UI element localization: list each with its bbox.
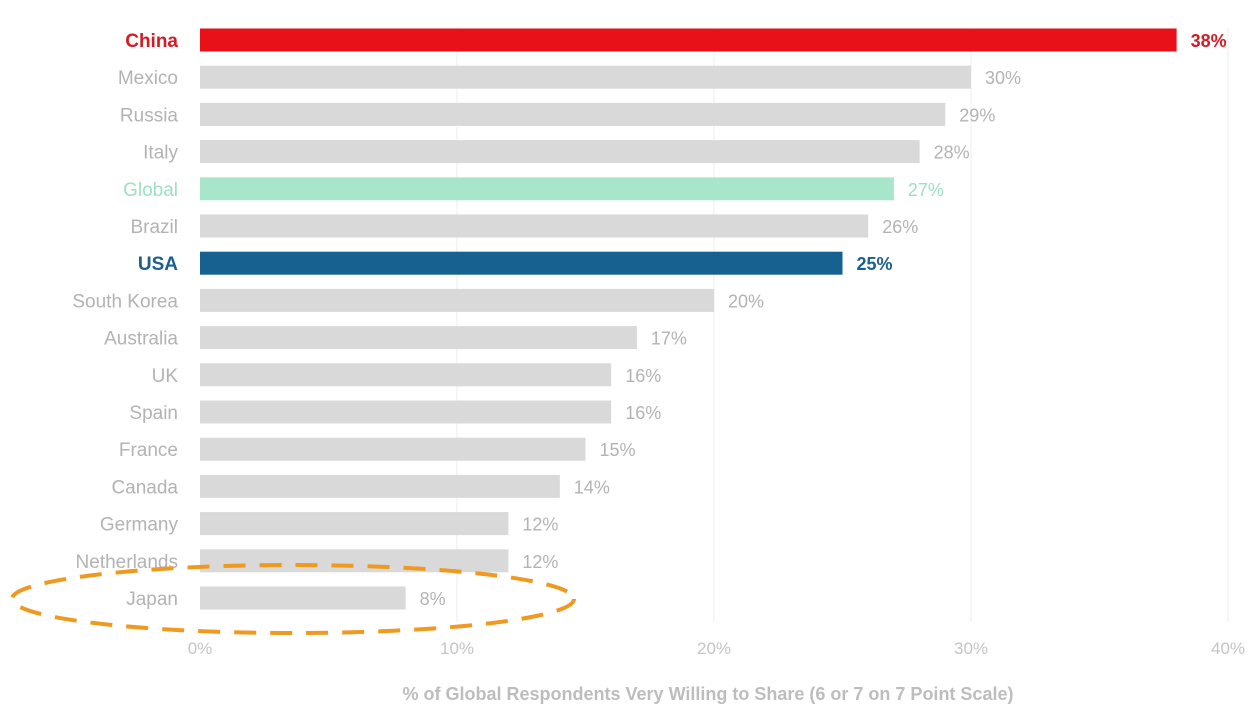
value-labels: 38% 30% 29% 28% 27% 26% 25% 20% 17% 16% 16% 15% 14% 1… [420, 31, 1227, 609]
value-label-china: 38% [1191, 31, 1227, 51]
bar-global [200, 177, 894, 201]
category-label-canada: Canada [111, 477, 178, 498]
x-tick-label-10: 10% [440, 639, 474, 658]
value-label-netherlands: 12% [522, 552, 558, 572]
bar-netherlands [200, 549, 509, 573]
category-label-japan: Japan [126, 589, 178, 610]
bar-usa [200, 251, 843, 275]
category-label-russia: Russia [120, 105, 179, 126]
value-label-australia: 17% [651, 329, 687, 349]
category-label-italy: Italy [143, 143, 178, 164]
category-label-china: China [125, 31, 178, 52]
category-label-netherlands: Netherlands [76, 552, 178, 573]
x-tick-label-40: 40% [1211, 639, 1245, 658]
value-label-brazil: 26% [882, 217, 918, 237]
bar-spain [200, 400, 612, 424]
category-label-germany: Germany [100, 515, 179, 536]
value-label-canada: 14% [574, 477, 610, 497]
category-label-mexico: Mexico [118, 68, 178, 89]
x-axis-ticks: 0% 10% 20% 30% 40% [188, 639, 1245, 658]
bar-china [200, 28, 1177, 52]
category-label-uk: UK [152, 366, 179, 387]
bar-brazil [200, 214, 869, 238]
category-label-australia: Australia [104, 329, 178, 350]
value-label-italy: 28% [934, 143, 970, 163]
value-label-usa: 25% [857, 254, 893, 274]
bar-mexico [200, 65, 971, 89]
bar-russia [200, 102, 946, 126]
value-label-uk: 16% [625, 366, 661, 386]
value-label-france: 15% [600, 440, 636, 460]
bar-south-korea [200, 288, 714, 312]
x-tick-label-30: 30% [954, 639, 988, 658]
category-labels: China Mexico Russia Italy Global Brazil USA Sou… [72, 31, 178, 610]
bar-canada [200, 474, 560, 498]
value-label-south-korea: 20% [728, 291, 764, 311]
bar-italy [200, 140, 920, 164]
bar-australia [200, 326, 637, 350]
category-label-global: Global [123, 180, 178, 201]
category-label-usa: USA [138, 254, 178, 275]
value-label-japan: 8% [420, 589, 446, 609]
value-label-germany: 12% [522, 515, 558, 535]
x-tick-label-0: 0% [188, 639, 213, 658]
value-label-mexico: 30% [985, 68, 1021, 88]
bar-uk [200, 363, 612, 387]
category-label-brazil: Brazil [130, 217, 178, 238]
value-label-spain: 16% [625, 403, 661, 423]
bar-germany [200, 512, 509, 536]
category-label-south-korea: South Korea [72, 291, 178, 312]
category-label-spain: Spain [129, 403, 178, 424]
x-axis-title: % of Global Respondents Very Willing to … [403, 684, 1014, 704]
value-label-russia: 29% [959, 105, 995, 125]
x-tick-label-20: 20% [697, 639, 731, 658]
category-label-france: France [119, 440, 178, 461]
bar-france [200, 437, 586, 461]
value-label-global: 27% [908, 180, 944, 200]
annotation-highlight-ellipse [10, 563, 576, 635]
bar-japan [200, 586, 406, 610]
bars [200, 28, 1177, 610]
